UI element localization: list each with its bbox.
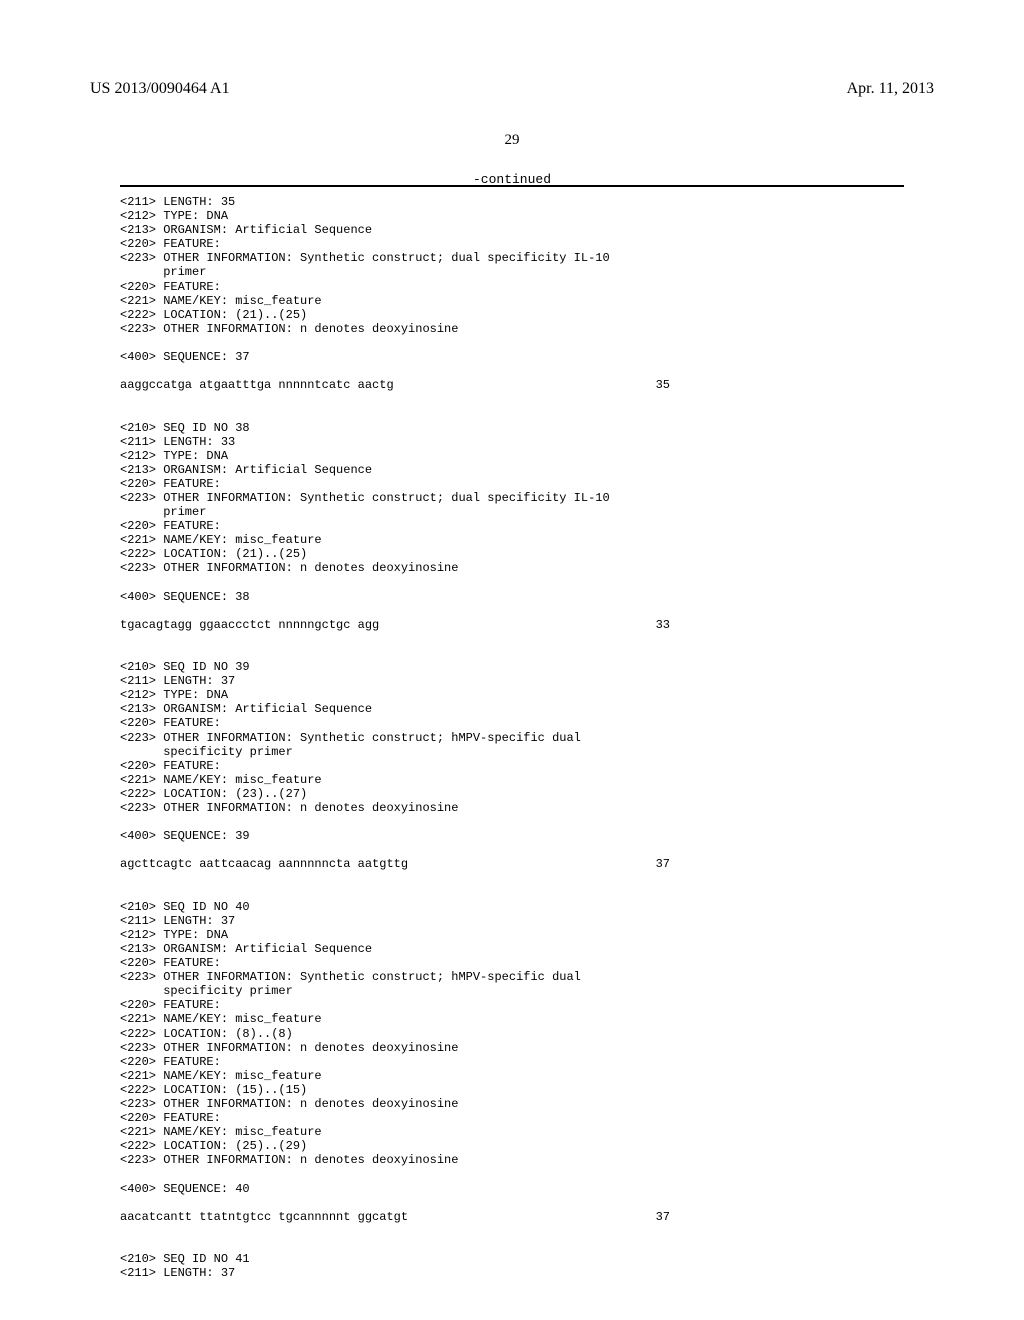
listing-line: <223> OTHER INFORMATION: n denotes deoxy… [120, 1097, 904, 1111]
listing-line: <210> SEQ ID NO 41 [120, 1252, 904, 1266]
listing-line: <212> TYPE: DNA [120, 209, 904, 223]
listing-line: primer [120, 505, 904, 519]
listing-line: <221> NAME/KEY: misc_feature [120, 294, 904, 308]
listing-line [120, 392, 904, 406]
listing-line [120, 815, 904, 829]
sequence-length-number: 35 [656, 378, 670, 392]
listing-line: <223> OTHER INFORMATION: n denotes deoxy… [120, 801, 904, 815]
listing-line: <223> OTHER INFORMATION: Synthetic const… [120, 970, 904, 984]
listing-line: <222> LOCATION: (21)..(25) [120, 547, 904, 561]
listing-line: <223> OTHER INFORMATION: Synthetic const… [120, 491, 904, 505]
listing-line: <211> LENGTH: 37 [120, 674, 904, 688]
listing-line: <400> SEQUENCE: 39 [120, 829, 904, 843]
listing-line: <222> LOCATION: (25)..(29) [120, 1139, 904, 1153]
listing-line [120, 576, 904, 590]
sequence-row: aaggccatga atgaatttga nnnnntcatc aactg 35 [120, 378, 670, 392]
listing-line: <220> FEATURE: [120, 280, 904, 294]
listing-line: <222> LOCATION: (23)..(27) [120, 787, 904, 801]
listing-line [120, 872, 904, 886]
listing-line: <220> FEATURE: [120, 237, 904, 251]
listing-line: <211> LENGTH: 35 [120, 195, 904, 209]
listing-line: <221> NAME/KEY: misc_feature [120, 533, 904, 547]
listing-line: <220> FEATURE: [120, 759, 904, 773]
listing-line: specificity primer [120, 745, 904, 759]
listing-line: specificity primer [120, 984, 904, 998]
listing-line [120, 843, 904, 857]
listing-line: <220> FEATURE: [120, 998, 904, 1012]
listing-line [120, 604, 904, 618]
sequence-row: aacatcantt ttatntgtcc tgcannnnnt ggcatgt… [120, 1210, 670, 1224]
listing-line: <400> SEQUENCE: 40 [120, 1182, 904, 1196]
page-number: 29 [0, 132, 1024, 149]
listing-line: <212> TYPE: DNA [120, 449, 904, 463]
listing-line: <400> SEQUENCE: 37 [120, 350, 904, 364]
document-number: US 2013/0090464 A1 [90, 80, 230, 98]
listing-line: <212> TYPE: DNA [120, 928, 904, 942]
listing-line: <210> SEQ ID NO 38 [120, 421, 904, 435]
horizontal-rule [120, 185, 904, 187]
listing-line: <222> LOCATION: (8)..(8) [120, 1027, 904, 1041]
sequence-text: agcttcagtc aattcaacag aannnnncta aatgttg [120, 857, 408, 871]
listing-line: <213> ORGANISM: Artificial Sequence [120, 702, 904, 716]
listing-line [120, 1224, 904, 1238]
listing-line [120, 632, 904, 646]
sequence-text: tgacagtagg ggaaccctct nnnnngctgc agg [120, 618, 379, 632]
listing-line: <223> OTHER INFORMATION: n denotes deoxy… [120, 322, 904, 336]
document-date: Apr. 11, 2013 [847, 80, 934, 98]
listing-line: <212> TYPE: DNA [120, 688, 904, 702]
listing-line: <213> ORGANISM: Artificial Sequence [120, 223, 904, 237]
sequence-text: aaggccatga atgaatttga nnnnntcatc aactg [120, 378, 394, 392]
sequence-row: tgacagtagg ggaaccctct nnnnngctgc agg 33 [120, 618, 670, 632]
listing-line [120, 886, 904, 900]
listing-line: <223> OTHER INFORMATION: n denotes deoxy… [120, 1153, 904, 1167]
listing-line: <223> OTHER INFORMATION: Synthetic const… [120, 251, 904, 265]
listing-line: <220> FEATURE: [120, 716, 904, 730]
sequence-text: aacatcantt ttatntgtcc tgcannnnnt ggcatgt [120, 1210, 408, 1224]
listing-line: <213> ORGANISM: Artificial Sequence [120, 942, 904, 956]
listing-line: <221> NAME/KEY: misc_feature [120, 1125, 904, 1139]
listing-line: <220> FEATURE: [120, 956, 904, 970]
listing-line [120, 1196, 904, 1210]
listing-line [120, 1238, 904, 1252]
listing-line: <221> NAME/KEY: misc_feature [120, 1069, 904, 1083]
listing-line [120, 1167, 904, 1181]
listing-line: <222> LOCATION: (15)..(15) [120, 1083, 904, 1097]
listing-line: <221> NAME/KEY: misc_feature [120, 1012, 904, 1026]
listing-line: <223> OTHER INFORMATION: n denotes deoxy… [120, 561, 904, 575]
sequence-length-number: 33 [656, 618, 670, 632]
listing-line: <213> ORGANISM: Artificial Sequence [120, 463, 904, 477]
listing-line: <211> LENGTH: 37 [120, 914, 904, 928]
listing-line [120, 646, 904, 660]
sequence-length-number: 37 [656, 1210, 670, 1224]
listing-line: <223> OTHER INFORMATION: n denotes deoxy… [120, 1041, 904, 1055]
listing-line: primer [120, 265, 904, 279]
listing-line: <221> NAME/KEY: misc_feature [120, 773, 904, 787]
listing-line: <220> FEATURE: [120, 477, 904, 491]
listing-line: <222> LOCATION: (21)..(25) [120, 308, 904, 322]
listing-line [120, 364, 904, 378]
listing-line [120, 406, 904, 420]
listing-line [120, 336, 904, 350]
sequence-listing: <211> LENGTH: 35<212> TYPE: DNA<213> ORG… [120, 195, 904, 1280]
sequence-length-number: 37 [656, 857, 670, 871]
listing-line: <210> SEQ ID NO 39 [120, 660, 904, 674]
listing-line: <223> OTHER INFORMATION: Synthetic const… [120, 731, 904, 745]
listing-line: <220> FEATURE: [120, 519, 904, 533]
listing-line: <400> SEQUENCE: 38 [120, 590, 904, 604]
listing-line: <220> FEATURE: [120, 1111, 904, 1125]
sequence-row: agcttcagtc aattcaacag aannnnncta aatgttg… [120, 857, 670, 871]
listing-line: <210> SEQ ID NO 40 [120, 900, 904, 914]
listing-line: <220> FEATURE: [120, 1055, 904, 1069]
listing-line: <211> LENGTH: 37 [120, 1266, 904, 1280]
listing-line: <211> LENGTH: 33 [120, 435, 904, 449]
